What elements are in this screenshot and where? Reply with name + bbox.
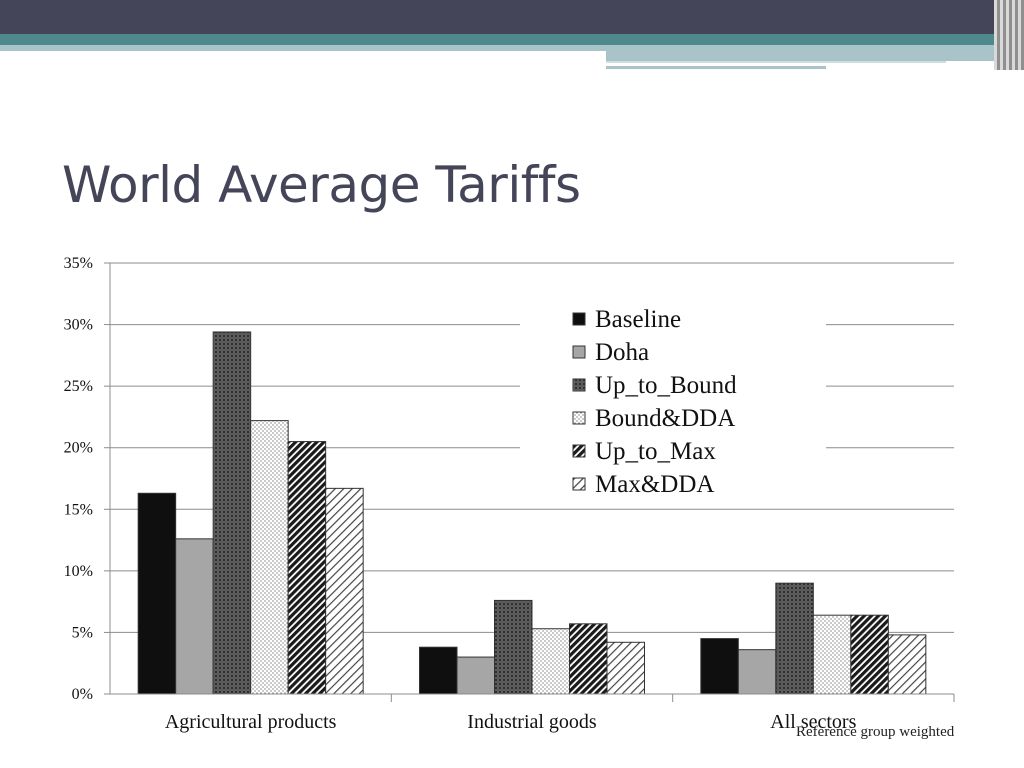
- header-stripes: [994, 0, 1024, 70]
- legend-swatch: [572, 312, 586, 326]
- legend-label: Up_to_Max: [595, 438, 716, 465]
- bar-baseline: [137, 492, 177, 695]
- legend-swatch: [572, 411, 586, 425]
- y-tick-label: 35%: [64, 255, 93, 272]
- y-tick-label: 25%: [64, 378, 93, 395]
- bar-up-to-max: [569, 623, 608, 695]
- bar-baseline: [419, 646, 458, 695]
- bar-chart: 0% 5% 10% 15% 20% 25% 30% 35% Agricultural produ…: [64, 255, 955, 733]
- header-band-light: [0, 45, 1024, 51]
- header-band-teal: [0, 34, 1024, 45]
- header-band-dark: [0, 0, 1024, 34]
- bar-bound-dda: [531, 628, 570, 695]
- y-tick-label: 20%: [64, 440, 93, 457]
- bar-up-to-max: [287, 441, 327, 695]
- legend-swatch: [572, 444, 586, 458]
- header-accent-block: [606, 51, 1024, 61]
- axes: 0% 5% 10% 15% 20% 25% 30% 35% Agricultural produ…: [64, 255, 955, 733]
- header-accent-line: [606, 61, 946, 63]
- bar-baseline: [700, 638, 739, 695]
- slide-title: World Average Tariffs: [62, 156, 581, 214]
- y-tick-label: 15%: [64, 501, 93, 518]
- legend-label: Max&DDA: [595, 471, 714, 498]
- bar-up-to-max: [850, 614, 889, 695]
- bar-up-to-bound: [775, 582, 814, 695]
- x-category-label: All sectors: [770, 711, 856, 733]
- legend-label: Doha: [595, 339, 649, 366]
- y-tick-label: 30%: [64, 317, 93, 334]
- legend-background: [520, 300, 826, 500]
- bar-doha: [456, 656, 495, 695]
- legend-swatch: [572, 378, 586, 392]
- x-category-label: Agricultural products: [165, 711, 337, 733]
- bar-max-dda: [325, 487, 364, 695]
- y-tick-label: 10%: [64, 563, 93, 580]
- bar-doha: [737, 649, 777, 695]
- legend-label: Bound&DDA: [595, 405, 735, 432]
- x-category-label: Industrial goods: [467, 711, 597, 733]
- legend-label: Baseline: [595, 306, 681, 333]
- header-accent-line-2: [606, 66, 826, 69]
- y-tick-label: 0%: [72, 686, 93, 703]
- bar-bound-dda: [250, 420, 289, 695]
- legend-swatch: [572, 477, 586, 491]
- bar-bound-dda: [812, 614, 852, 695]
- bar-up-to-bound: [212, 331, 252, 695]
- bar-up-to-bound: [494, 599, 533, 695]
- legend-swatch: [572, 345, 586, 359]
- y-tick-label: 5%: [72, 624, 93, 641]
- footnote: Reference group weighted: [796, 724, 955, 740]
- bar-max-dda: [606, 641, 645, 695]
- bar-max-dda: [887, 634, 927, 695]
- legend: Baseline Doha Up_to_Bound Bound&DDA Up_to_Ma…: [520, 300, 826, 500]
- bar-doha: [175, 538, 214, 695]
- bars: [137, 331, 927, 695]
- legend-label: Up_to_Bound: [595, 372, 737, 399]
